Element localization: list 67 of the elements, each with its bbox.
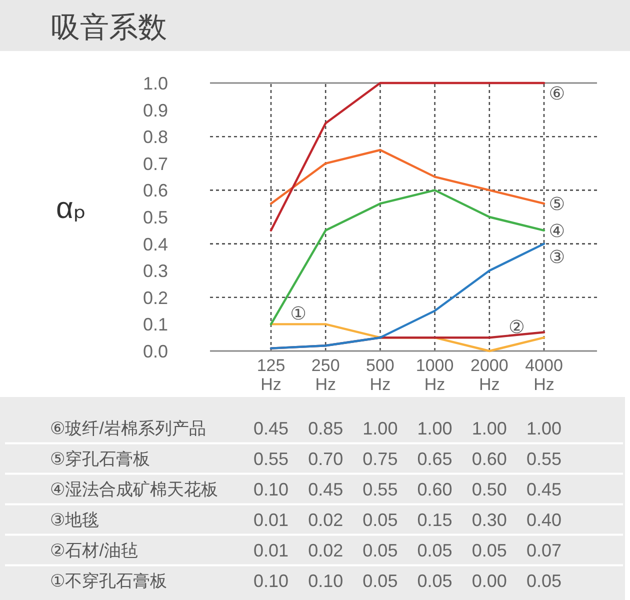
data-label: 0.07 bbox=[526, 540, 562, 560]
data-label: 0.10 bbox=[253, 571, 289, 591]
data-label: 0.00 bbox=[472, 571, 507, 591]
data-label: 0.60 bbox=[417, 480, 452, 500]
data-label: 0.05 bbox=[362, 510, 398, 530]
data-label: 0.05 bbox=[526, 571, 562, 591]
table-row-header: ④湿法合成矿棉天花板 bbox=[50, 480, 218, 499]
data-label: 0.55 bbox=[253, 449, 289, 469]
y-tick-label: 0.9 bbox=[142, 100, 168, 120]
data-label: 0.01 bbox=[253, 540, 289, 560]
data-label: 1.00 bbox=[362, 418, 398, 438]
x-tick-label: 2000 Hz bbox=[470, 356, 508, 394]
data-label: 1.00 bbox=[526, 418, 562, 438]
data-label: 0.45 bbox=[308, 480, 344, 500]
title: 吸音系数 bbox=[51, 12, 167, 44]
data-label: 0.40 bbox=[526, 510, 562, 530]
data-label: 0.65 bbox=[417, 449, 452, 469]
data-label: 0.30 bbox=[472, 510, 507, 530]
y-tick-label: 0.7 bbox=[142, 154, 168, 174]
y-tick-label: 0.5 bbox=[142, 208, 168, 228]
table-row-header: ①不穿孔石膏板 bbox=[50, 572, 168, 590]
y-axis-title: αₚ bbox=[56, 192, 86, 225]
data-label: 0.05 bbox=[472, 540, 507, 560]
x-tick-label: 4000 Hz bbox=[525, 356, 563, 394]
y-tick-label: 0.4 bbox=[142, 234, 168, 254]
data-label: 0.10 bbox=[253, 480, 289, 500]
annotation: ⑤ bbox=[548, 194, 566, 214]
table-row-header: ⑤穿孔石膏板 bbox=[50, 450, 150, 468]
data-label: 0.85 bbox=[308, 418, 344, 438]
data-label: 1.00 bbox=[417, 418, 452, 438]
data-label: 0.05 bbox=[362, 571, 398, 591]
data-label: 1.00 bbox=[472, 418, 507, 438]
x-tick-label: 1000 Hz bbox=[416, 356, 454, 394]
y-tick-label: 0.1 bbox=[142, 314, 168, 335]
data-label: 0.05 bbox=[362, 540, 398, 560]
y-tick-label: 0.6 bbox=[142, 180, 168, 201]
y-tick-label: 0.3 bbox=[142, 261, 168, 282]
annotation: ③ bbox=[548, 246, 566, 267]
data-label: 0.45 bbox=[526, 480, 562, 500]
table-row-header: ⑥玻纤/岩棉系列产品 bbox=[50, 419, 206, 438]
y-tick-label: 0.0 bbox=[142, 342, 168, 362]
data-label: 0.55 bbox=[362, 480, 398, 500]
annotation: ② bbox=[508, 317, 525, 338]
data-label: 0.50 bbox=[472, 480, 507, 500]
annotation: ④ bbox=[548, 220, 566, 241]
y-tick-label: 0.2 bbox=[142, 288, 168, 308]
y-tick-label: 1.0 bbox=[142, 74, 168, 94]
y-tick-label: 0.8 bbox=[142, 127, 168, 148]
data-label: 0.05 bbox=[417, 571, 452, 591]
x-tick-label: 250 Hz bbox=[311, 356, 340, 394]
table-row-header: ②石材/油毡 bbox=[50, 541, 138, 560]
annotation: ⑥ bbox=[548, 84, 566, 104]
annotation: ① bbox=[290, 304, 306, 324]
x-tick-label: 125 Hz bbox=[256, 356, 286, 394]
data-label: 0.10 bbox=[308, 571, 344, 591]
data-label: 0.45 bbox=[253, 418, 289, 438]
table-row-header: ③地毯 bbox=[50, 510, 100, 530]
data-label: 0.60 bbox=[472, 449, 507, 469]
data-label: 0.01 bbox=[253, 510, 289, 530]
x-tick-label: 500 Hz bbox=[366, 356, 394, 394]
data-label: 0.02 bbox=[308, 510, 344, 530]
data-label: 0.55 bbox=[526, 449, 562, 469]
data-label: 0.15 bbox=[417, 510, 452, 530]
data-label: 0.02 bbox=[308, 540, 344, 560]
data-label: 0.70 bbox=[308, 449, 344, 469]
data-label: 0.75 bbox=[362, 449, 398, 469]
data-label: 0.05 bbox=[417, 540, 452, 560]
